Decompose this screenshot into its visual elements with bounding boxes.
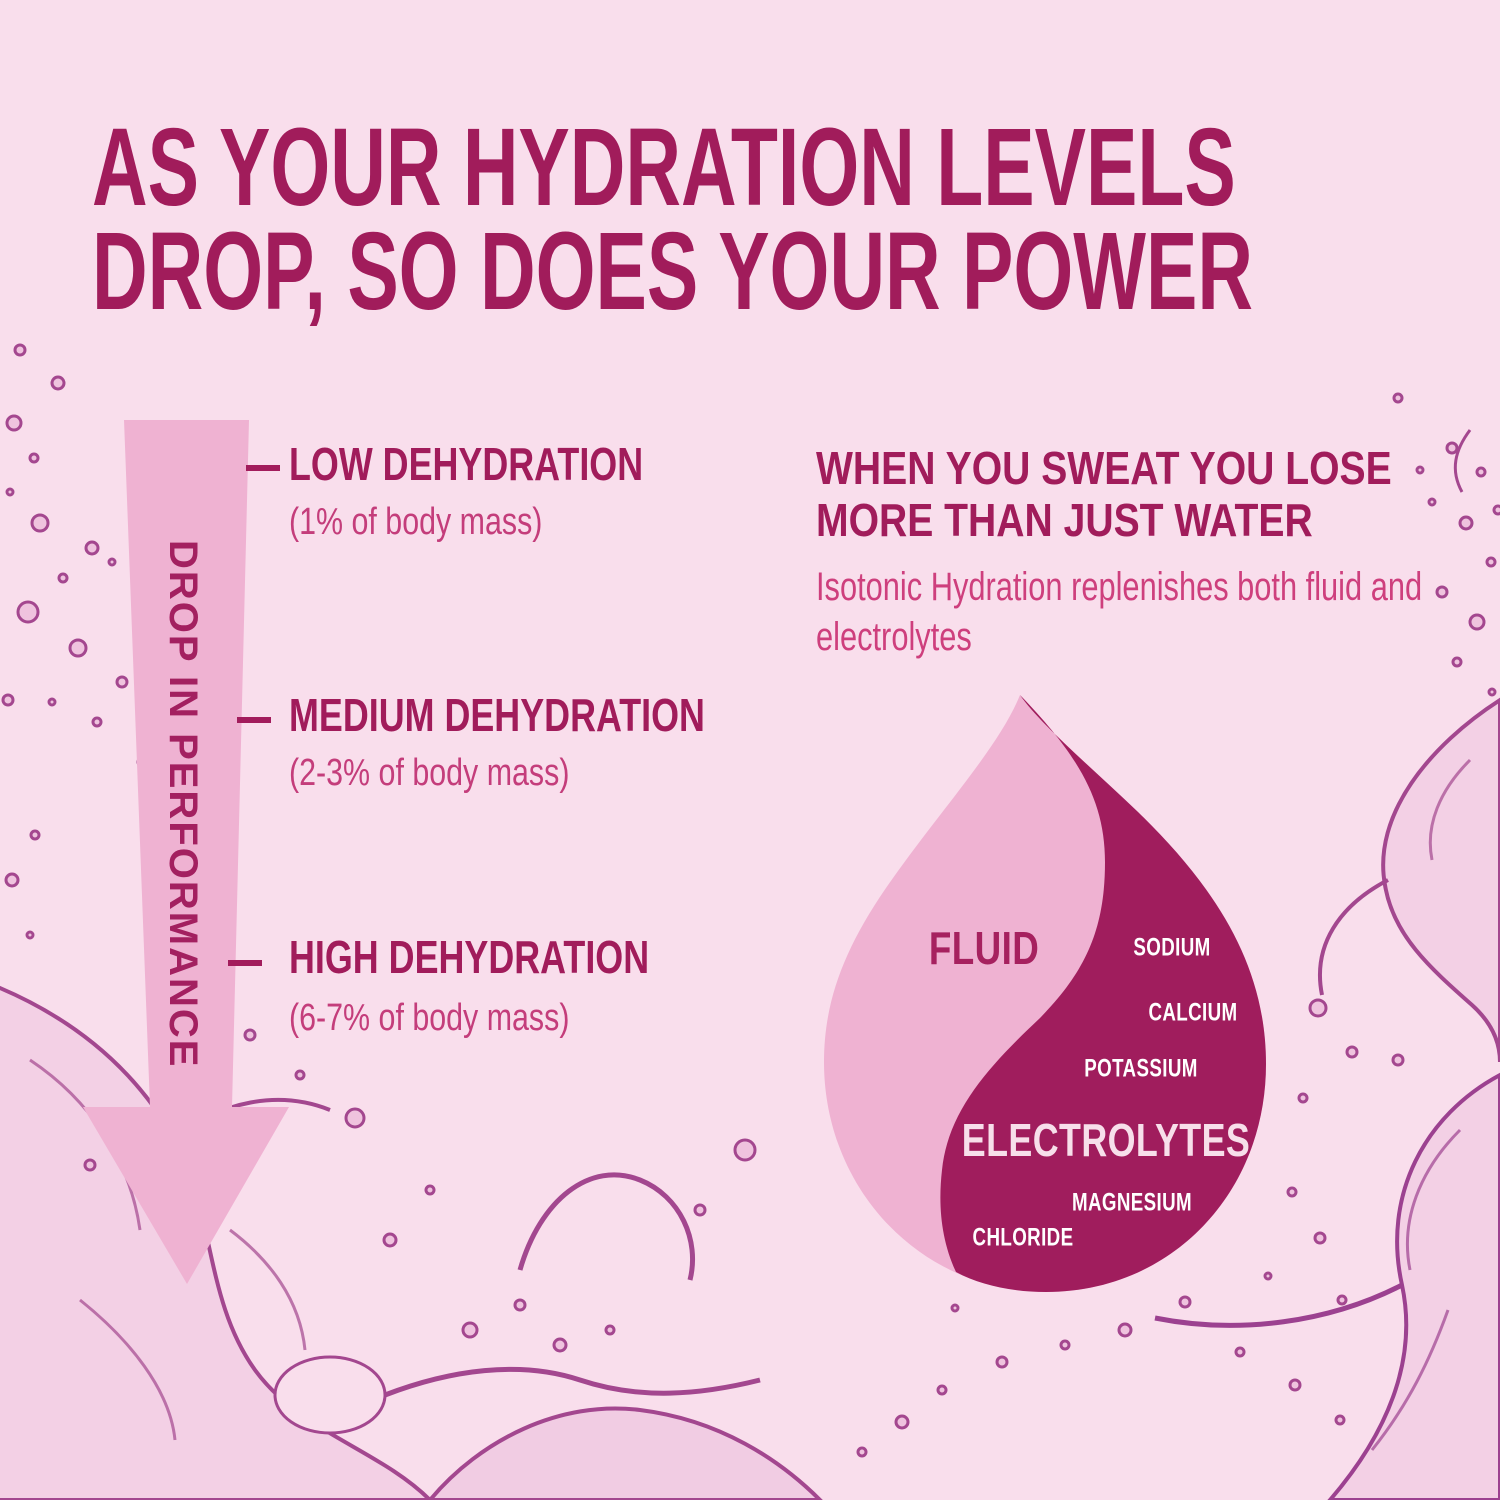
electrolyte-potassium: POTASSIUM bbox=[1084, 1054, 1198, 1083]
tick-high bbox=[228, 960, 262, 966]
sweat-heading: WHEN YOU SWEAT YOU LOSE MORE THAN JUST W… bbox=[816, 442, 1392, 546]
electrolytes-label: ELECTROLYTES bbox=[961, 1114, 1251, 1166]
electrolyte-calcium: CALCIUM bbox=[1148, 998, 1238, 1027]
tick-low bbox=[246, 465, 280, 471]
tick-medium bbox=[237, 717, 271, 723]
page-title-line1: AS YOUR HYDRATION LEVELS bbox=[92, 106, 1236, 229]
level-low-label: LOW DEHYDRATION bbox=[289, 438, 644, 490]
drop-in-performance-label: DROP IN PERFORMANCE bbox=[161, 540, 205, 1069]
level-medium-detail: (2-3% of body mass) bbox=[289, 752, 570, 794]
level-low-detail: (1% of body mass) bbox=[289, 501, 543, 543]
water-drop-shape-electrolytes-region bbox=[940, 695, 1266, 1292]
down-arrow-shape bbox=[83, 420, 289, 1284]
fluid-label: FLUID bbox=[928, 922, 1040, 974]
level-high-label: HIGH DEHYDRATION bbox=[289, 931, 650, 983]
electrolyte-sodium: SODIUM bbox=[1133, 933, 1211, 962]
sweat-heading-line2: MORE THAN JUST WATER bbox=[816, 494, 1313, 546]
droplet-cluster-top-left bbox=[1, 343, 148, 940]
level-medium-label: MEDIUM DEHYDRATION bbox=[289, 689, 705, 741]
electrolyte-chloride: CHLORIDE bbox=[972, 1223, 1074, 1252]
electrolyte-magnesium: MAGNESIUM bbox=[1071, 1188, 1193, 1217]
sweat-subheading: Isotonic Hydration replenishes both flui… bbox=[816, 565, 1423, 659]
droplet-cluster-top-right bbox=[1392, 392, 1500, 697]
sweat-heading-line1: WHEN YOU SWEAT YOU LOSE bbox=[816, 442, 1392, 494]
level-high-detail: (6-7% of body mass) bbox=[289, 997, 570, 1039]
splash-right bbox=[1263, 697, 1500, 1306]
splash-bottom-right bbox=[856, 1072, 1500, 1500]
page-title-line2: DROP, SO DOES YOUR POWER bbox=[92, 210, 1253, 333]
page-title: AS YOUR HYDRATION LEVELS DROP, SO DOES Y… bbox=[92, 106, 1253, 333]
